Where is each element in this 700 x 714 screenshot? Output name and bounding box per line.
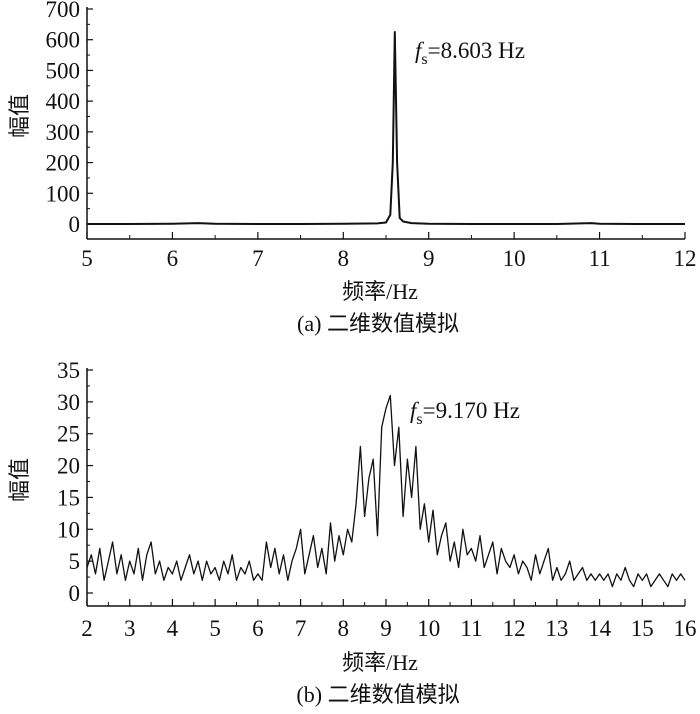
y-tick-label: 5 [69, 549, 81, 574]
annotation-value: =8.603 Hz [428, 38, 525, 63]
chart-panel-b: 0 5 10 15 20 25 30 35 2 3 4 5 6 7 8 9 10 11 12 13 14 15 16 频率/H… [7, 358, 696, 707]
y-tick-label: 10 [57, 517, 80, 542]
x-tick-label: 10 [503, 246, 526, 271]
x-tick-label: 3 [124, 616, 136, 641]
x-tick-label: 8 [338, 246, 350, 271]
y-tick-label: 25 [57, 422, 80, 447]
x-tick-label: 13 [545, 616, 568, 641]
x-tick-label: 2 [81, 616, 93, 641]
peak-annotation: fs=8.603 Hz [415, 38, 525, 68]
x-tick-label: 7 [295, 616, 307, 641]
y-tick-label: 300 [46, 120, 81, 145]
y-tick-label: 0 [69, 212, 81, 237]
x-axis-label: 频率/Hz [342, 279, 418, 304]
peak-annotation: fs=9.170 Hz [410, 398, 520, 428]
x-tick-label: 12 [674, 246, 697, 271]
caption: (b) 二维数值模拟 [296, 682, 459, 707]
x-tick-label: 11 [588, 246, 610, 271]
x-tick-label: 9 [423, 246, 435, 271]
y-tick-label: 20 [57, 454, 80, 479]
x-tick-label: 6 [167, 246, 179, 271]
series-line [87, 31, 685, 225]
y-axis-label: 幅值 [7, 94, 32, 138]
y-tick-label: 700 [46, 0, 81, 22]
x-tick-label: 8 [338, 616, 350, 641]
x-tick-label: 4 [167, 616, 179, 641]
x-axis-label: 频率/Hz [342, 650, 418, 675]
x-tick-label: 9 [380, 616, 392, 641]
y-tick-label: 100 [46, 181, 81, 206]
y-tick-label: 500 [46, 58, 81, 83]
caption: (a) 二维数值模拟 [297, 311, 459, 336]
x-tick-label: 10 [417, 616, 440, 641]
annotation-symbol: f [415, 38, 425, 63]
x-tick-label: 15 [631, 616, 654, 641]
chart-panel-a: 0 100 200 300 400 500 600 700 5 6 7 8 9 10 11 12 频率/Hz 幅值… [7, 0, 696, 336]
x-tick-label: 12 [503, 616, 526, 641]
annotation-symbol: f [410, 398, 420, 423]
x-tick-label: 6 [252, 616, 264, 641]
x-tick-label: 14 [588, 616, 612, 641]
x-tick-label: 7 [252, 246, 264, 271]
y-tick-label: 200 [46, 151, 81, 176]
x-tick-label: 16 [674, 616, 697, 641]
annotation-subscript: s [421, 51, 427, 68]
y-tick-label: 15 [57, 485, 80, 510]
x-tick-label: 5 [209, 616, 221, 641]
y-tick-label: 600 [46, 28, 81, 53]
y-tick-label: 35 [57, 358, 80, 383]
y-tick-label: 400 [46, 89, 81, 114]
annotation-value: =9.170 Hz [423, 398, 520, 423]
series-line [86, 394, 686, 588]
y-tick-label: 30 [57, 390, 80, 415]
x-tick-label: 5 [81, 246, 93, 271]
annotation-subscript: s [416, 411, 422, 428]
y-axis-label: 幅值 [7, 458, 32, 502]
x-tick-label: 11 [460, 616, 482, 641]
y-tick-label: 0 [69, 581, 81, 606]
